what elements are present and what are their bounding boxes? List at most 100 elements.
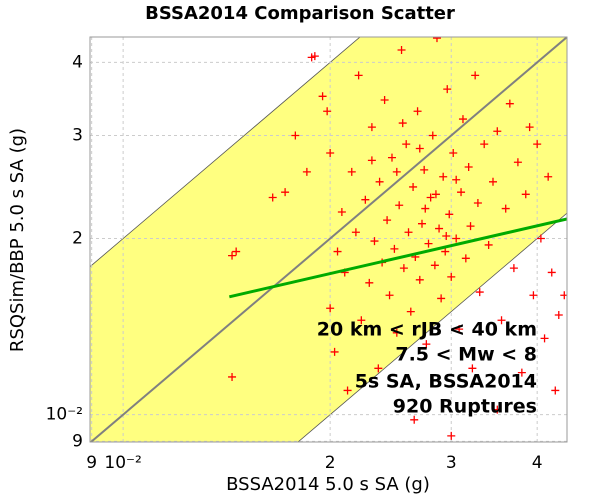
point [473,199,482,207]
point [374,364,383,373]
point [326,304,335,313]
point [387,153,396,162]
point [501,204,510,213]
point [415,144,424,153]
point [536,234,545,243]
y-tick-label: 3 [72,125,83,145]
point [488,177,497,186]
point [493,127,502,136]
point [426,193,435,202]
point [525,123,534,132]
point [333,247,342,256]
point [228,372,237,381]
point [457,188,466,197]
point [475,288,484,297]
point [435,224,444,233]
point [302,167,311,176]
point [430,261,439,270]
annotation: 7.5 < Mw < 8 [395,344,537,366]
point [330,347,339,356]
point [404,228,413,237]
point [383,216,392,225]
x-tick-label: 9 [86,453,97,473]
point [410,415,419,424]
point [420,165,429,174]
point [547,268,556,277]
x-tick-label: 10⁻² [104,453,141,473]
fit-line [228,217,567,299]
point [415,275,424,284]
point [409,182,418,191]
point [326,149,335,158]
point [455,325,464,334]
point [399,264,408,273]
point [417,219,426,228]
x-tick-label: 2 [325,453,336,473]
point [397,45,406,54]
point [452,234,461,243]
point [402,140,411,149]
point [461,254,470,263]
point [471,71,480,80]
point [484,240,493,249]
point [268,193,277,202]
point [318,92,327,101]
point [365,278,374,287]
y-tick-label: 2 [72,229,83,249]
point [544,172,553,181]
point [424,239,433,248]
annotation: 5s SA, BSSA2014 [355,371,537,393]
point [551,386,560,395]
point [370,237,379,246]
point [464,163,473,172]
point [367,156,376,165]
point [431,190,440,199]
plot-border [89,36,568,443]
point [361,195,370,204]
point [337,207,346,216]
point [428,131,437,140]
point [443,85,452,94]
point [441,247,450,256]
point [421,204,430,213]
point [445,210,454,219]
x-axis-label: BSSA2014 5.0 s SA (g) [226,474,430,495]
point [449,149,458,158]
point [521,190,530,199]
point [385,291,394,300]
x-tick-label: 4 [532,453,543,473]
point [291,131,300,140]
point [513,158,522,167]
point [323,107,332,116]
point [533,140,542,149]
annotation: 20 km < rJB < 40 km [317,319,537,341]
point [398,119,407,128]
point [406,307,415,316]
point [439,172,448,181]
point [228,251,237,260]
point [347,167,356,176]
y-tick-label: 9 [72,431,83,451]
annotation: 920 Ruptures [393,396,537,418]
point [493,405,502,414]
point [351,228,360,237]
point [442,231,451,240]
point [540,334,549,343]
y-tick-label: 10⁻² [46,405,83,425]
point [497,316,506,325]
point [422,340,431,349]
point [468,364,477,373]
chart-title: BSSA2014 Comparison Scatter [145,3,455,24]
point [375,177,384,186]
point [392,167,401,176]
point [343,386,352,395]
point [437,294,446,303]
point [432,37,441,43]
point [509,264,518,273]
point [367,123,376,132]
point [354,71,363,80]
point [357,316,366,325]
point [466,222,475,231]
